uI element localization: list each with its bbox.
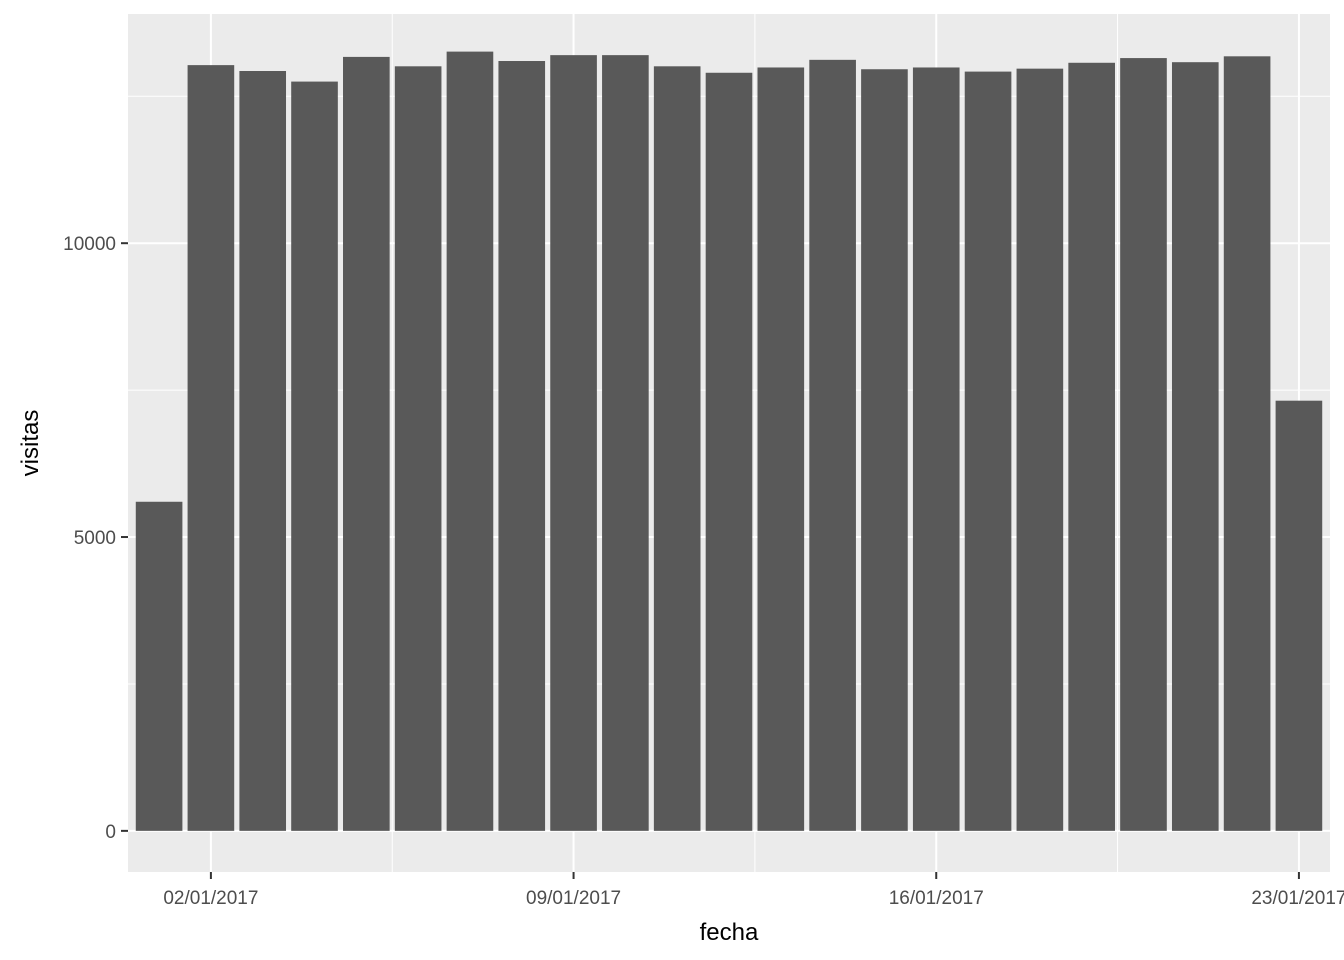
bar [1016, 68, 1064, 831]
bar [135, 501, 183, 831]
bar [187, 65, 235, 831]
bar [394, 66, 442, 831]
bar [705, 72, 753, 831]
bar [291, 81, 338, 831]
x-axis-ticks: 02/01/2017 09/01/2017 16/01/2017 23/01/2017 [163, 872, 1344, 909]
bar [1068, 62, 1115, 831]
bar [861, 69, 908, 831]
bar [446, 51, 494, 831]
x-tick-label: 23/01/2017 [1251, 888, 1344, 909]
bar [239, 71, 287, 831]
bar [602, 55, 649, 831]
bar [912, 67, 960, 831]
y-axis-title: visitas [17, 410, 44, 477]
bars [135, 51, 1323, 831]
bar [1275, 400, 1323, 831]
y-tick-label: 5000 [74, 528, 116, 549]
bar [809, 59, 856, 831]
bar [757, 67, 805, 831]
bar [550, 55, 597, 831]
bar [1223, 56, 1271, 831]
bar [1171, 62, 1219, 831]
y-axis-ticks: 0 5000 10000 [63, 234, 128, 843]
bar [653, 66, 701, 831]
bar [343, 56, 390, 831]
y-tick-label: 10000 [63, 234, 116, 255]
x-tick-label: 09/01/2017 [526, 888, 621, 909]
x-tick-label: 02/01/2017 [163, 888, 258, 909]
bar [964, 71, 1012, 831]
y-tick-label: 0 [105, 822, 116, 843]
bar [1120, 58, 1167, 831]
bar [498, 61, 546, 831]
x-axis-title: fecha [700, 919, 759, 946]
x-tick-label: 16/01/2017 [889, 888, 984, 909]
grid-minor-vertical [391, 14, 1119, 872]
